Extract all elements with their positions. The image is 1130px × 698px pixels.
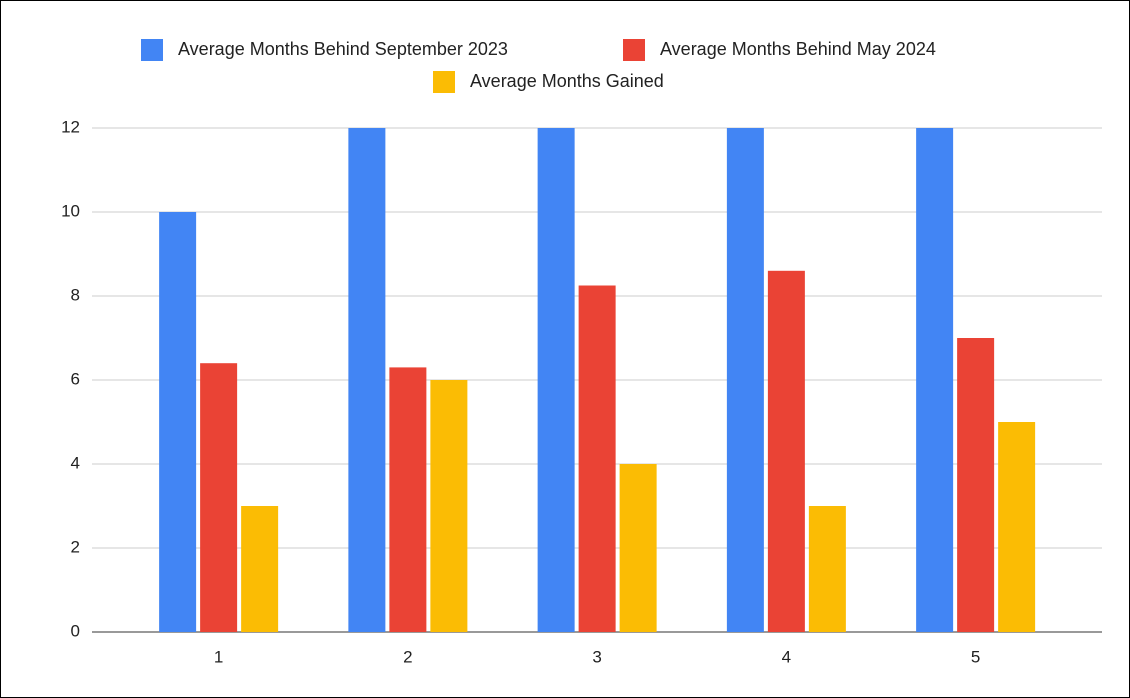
y-tick-label: 6 bbox=[71, 369, 80, 388]
bar bbox=[200, 363, 238, 632]
bar bbox=[916, 128, 954, 632]
x-tick-label: 4 bbox=[782, 647, 791, 666]
y-tick-label: 10 bbox=[61, 201, 80, 220]
legend-label: Average Months Gained bbox=[470, 71, 664, 91]
bar bbox=[726, 128, 764, 632]
x-tick-label: 1 bbox=[214, 647, 223, 666]
y-tick-label: 8 bbox=[71, 285, 80, 304]
bar bbox=[578, 285, 616, 632]
bar bbox=[998, 422, 1036, 632]
x-tick-label: 3 bbox=[592, 647, 601, 666]
bar bbox=[957, 338, 995, 632]
legend-label: Average Months Behind May 2024 bbox=[660, 39, 936, 59]
bar bbox=[389, 367, 427, 632]
y-tick-label: 12 bbox=[61, 117, 80, 136]
bar bbox=[767, 270, 805, 632]
bar bbox=[619, 464, 657, 632]
x-tick-label: 5 bbox=[971, 647, 980, 666]
bar bbox=[159, 212, 197, 632]
bar bbox=[537, 128, 575, 632]
x-tick-label: 2 bbox=[403, 647, 412, 666]
bar bbox=[241, 506, 279, 632]
legend-swatch bbox=[141, 39, 163, 61]
y-tick-label: 2 bbox=[71, 537, 80, 556]
bar bbox=[430, 380, 468, 632]
legend-swatch bbox=[433, 71, 455, 93]
legend-label: Average Months Behind September 2023 bbox=[178, 39, 508, 59]
y-tick-label: 4 bbox=[71, 453, 80, 472]
bar bbox=[808, 506, 846, 632]
y-tick-label: 0 bbox=[71, 621, 80, 640]
bar bbox=[348, 128, 386, 632]
legend-swatch bbox=[623, 39, 645, 61]
legend: Average Months Behind September 2023 Aver… bbox=[141, 39, 936, 93]
